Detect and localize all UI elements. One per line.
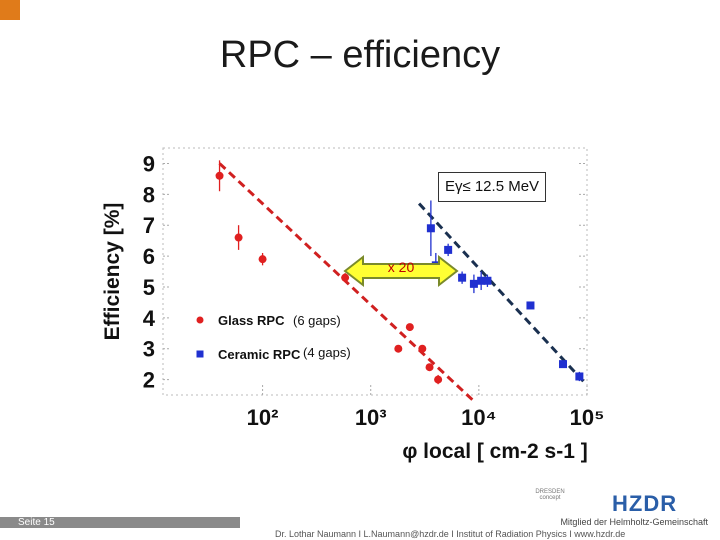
- x-tick-label: 10²: [247, 405, 279, 430]
- data-point-glass-rpc: [258, 255, 267, 264]
- data-point-ceramic-rpc: [426, 224, 435, 233]
- page-number: Seite 15: [18, 517, 55, 528]
- data-point-ceramic-rpc: [458, 273, 467, 282]
- efficiency-chart: 9 8 7 6 5 4 3 2 10² 10³ 10⁴ 10⁵ Efficiency [%] φ loca…: [101, 147, 605, 463]
- legend-label: Glass RPC: [218, 313, 285, 328]
- fit-line-glass-rpc: [218, 162, 475, 403]
- hzdr-logo-text: HZDR: [612, 491, 678, 516]
- energy-label: Eγ≤ 12.5 MeV: [438, 172, 546, 202]
- corner-accent: [0, 0, 20, 20]
- legend-suffix: (6 gaps): [293, 313, 341, 328]
- hzdr-logo: DRESDEN concept HZDR: [530, 487, 676, 517]
- data-point-glass-rpc: [215, 171, 224, 180]
- x-tick-label: 10⁴: [461, 405, 496, 430]
- data-point-glass-rpc: [341, 273, 350, 282]
- legend-marker: [196, 350, 204, 358]
- x-tick-label: 10⁵: [570, 405, 605, 430]
- footer-contact: Dr. Lothar Naumann I L.Naumann@hzdr.de I…: [275, 529, 626, 539]
- dresden-concept-text: DRESDEN concept: [535, 489, 565, 501]
- y-tick-label: 2: [143, 368, 155, 393]
- y-tick-label: 6: [143, 244, 155, 269]
- legend-suffix: (4 gaps): [303, 345, 351, 360]
- data-point-ceramic-rpc: [559, 360, 568, 369]
- data-point-glass-rpc: [405, 323, 414, 332]
- footer-membership: Mitglied der Helmholtz-Gemeinschaft: [560, 517, 708, 527]
- x-axis-label: φ local [ cm-2 s-1 ]: [402, 440, 587, 463]
- y-tick-label: 3: [143, 337, 155, 362]
- slide-title: RPC – efficiency: [219, 34, 501, 76]
- data-point-glass-rpc: [418, 344, 427, 353]
- data-point-glass-rpc: [394, 344, 403, 353]
- data-point-ceramic-rpc: [444, 245, 453, 254]
- y-tick-label: 9: [143, 151, 155, 176]
- data-point-ceramic-rpc: [477, 276, 486, 285]
- x-tick-label: 10³: [355, 405, 387, 430]
- legend-marker: [196, 316, 204, 324]
- plot-frame: [162, 147, 588, 396]
- data-point-ceramic-rpc: [526, 301, 535, 310]
- data-point-ceramic-rpc: [575, 372, 584, 381]
- footer-bar: [0, 517, 720, 528]
- factor-arrow: [343, 254, 459, 288]
- factor-label: x 20: [388, 259, 415, 275]
- data-point-glass-rpc: [425, 363, 434, 372]
- y-tick-label: 5: [143, 275, 155, 300]
- y-tick-label: 8: [143, 182, 155, 207]
- data-point-glass-rpc: [234, 233, 243, 242]
- data-point-ceramic-rpc: [483, 276, 492, 285]
- fit-line-ceramic-rpc: [417, 202, 586, 384]
- y-axis-label: Efficiency [%]: [101, 203, 124, 341]
- y-tick-label: 4: [143, 306, 156, 331]
- data-point-ceramic-rpc: [469, 279, 478, 288]
- legend-label: Ceramic RPC: [218, 347, 301, 362]
- data-point-glass-rpc: [434, 375, 443, 384]
- y-tick-label: 7: [143, 213, 155, 238]
